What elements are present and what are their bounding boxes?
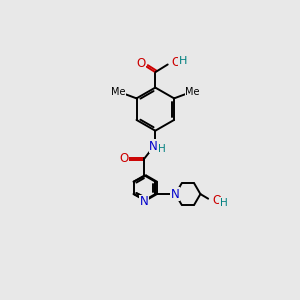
Text: N: N <box>149 140 158 153</box>
Text: H: H <box>220 197 227 208</box>
Text: N: N <box>171 188 180 201</box>
Text: O: O <box>119 152 128 165</box>
Text: H: H <box>158 144 165 154</box>
Text: N: N <box>140 195 149 208</box>
Text: O: O <box>136 57 145 70</box>
Text: O: O <box>172 56 181 69</box>
Text: O: O <box>213 194 222 207</box>
Text: Me: Me <box>185 87 200 97</box>
Text: Me: Me <box>111 87 125 97</box>
Text: H: H <box>178 56 187 66</box>
